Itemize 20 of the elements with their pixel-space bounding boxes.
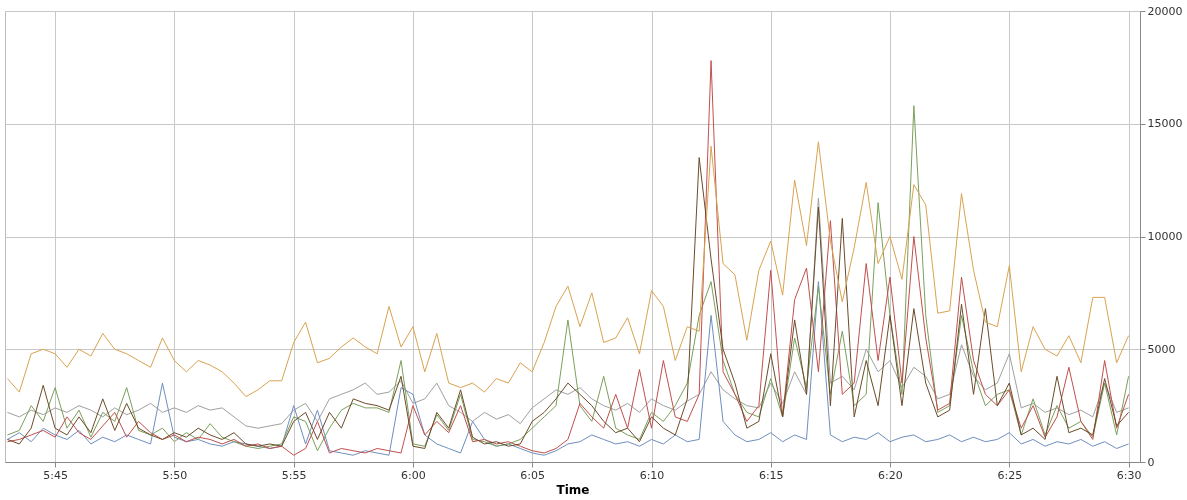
x-tick-label: 6:00 bbox=[401, 468, 426, 482]
x-tick-label: 6:25 bbox=[997, 468, 1023, 482]
y-tick-label: 10000 bbox=[1147, 230, 1183, 243]
line-series bbox=[6, 281, 1130, 456]
x-axis-title: Time bbox=[556, 482, 590, 497]
y-tick-label: 0 bbox=[1147, 455, 1155, 469]
x-tick-label: 5:55 bbox=[281, 468, 307, 482]
y-tick-label: 5000 bbox=[1147, 342, 1176, 356]
x-tick-label: 6:30 bbox=[1116, 468, 1142, 482]
x-tick-label: 5:45 bbox=[43, 468, 68, 482]
x-tick-label: 6:20 bbox=[878, 468, 903, 482]
y-tick-label: 15000 bbox=[1147, 117, 1183, 131]
x-tick-label: 5:50 bbox=[162, 468, 188, 482]
x-tick-label: 6:05 bbox=[520, 468, 545, 482]
line-series bbox=[6, 157, 1130, 449]
line-series bbox=[6, 197, 1130, 429]
x-tick-label: 6:15 bbox=[758, 468, 784, 482]
x-tick-label: 6:10 bbox=[639, 468, 665, 482]
y-tick-label: 20000 bbox=[1147, 4, 1183, 18]
line-series bbox=[6, 141, 1130, 398]
